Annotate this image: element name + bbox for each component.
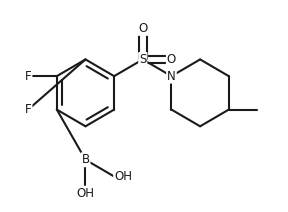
Text: OH: OH — [114, 170, 132, 183]
Text: S: S — [139, 53, 147, 66]
Text: O: O — [138, 22, 147, 35]
Text: N: N — [167, 70, 176, 83]
Text: O: O — [167, 53, 176, 66]
Text: F: F — [25, 103, 31, 116]
Text: OH: OH — [77, 187, 94, 200]
Text: B: B — [82, 153, 90, 166]
Text: F: F — [25, 70, 31, 83]
